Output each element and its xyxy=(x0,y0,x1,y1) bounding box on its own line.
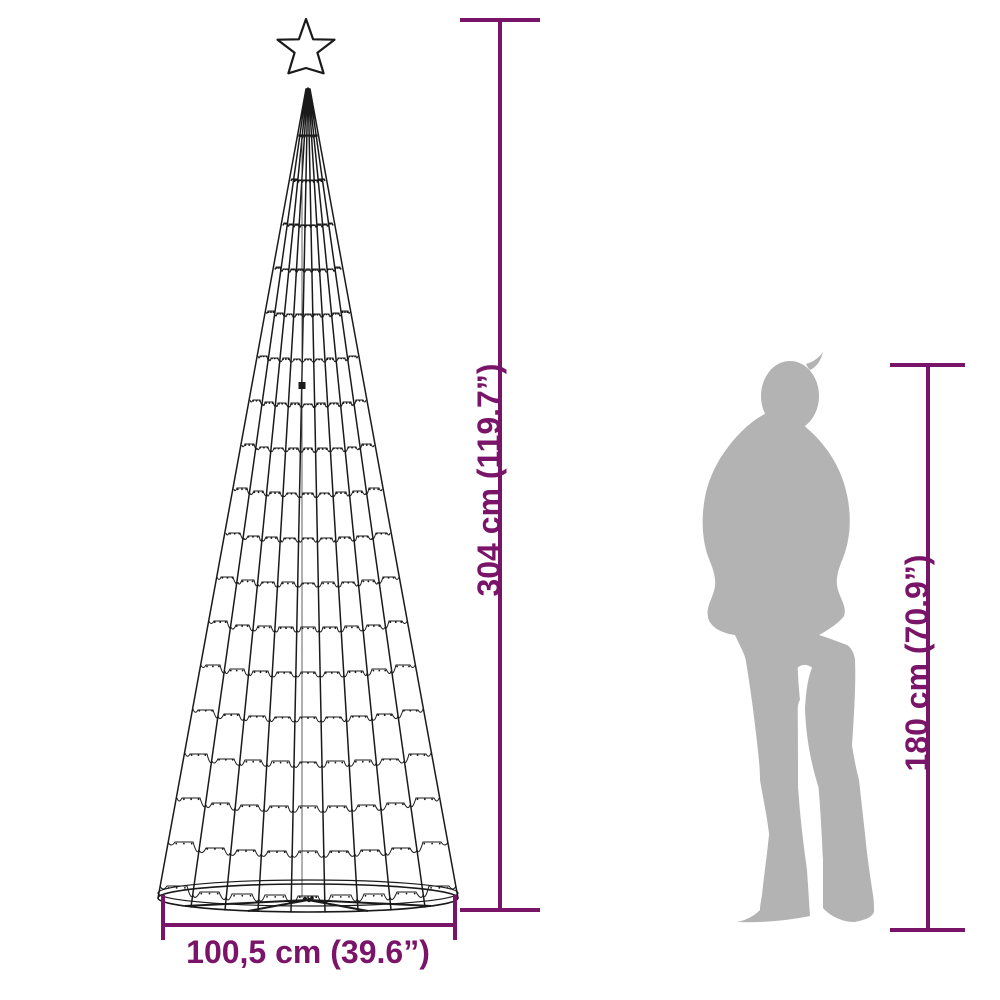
svg-text:180 cm (70.9”): 180 cm (70.9”) xyxy=(899,554,935,771)
svg-text:304 cm (119.7”): 304 cm (119.7”) xyxy=(471,363,507,596)
svg-text:100,5 cm (39.6”): 100,5 cm (39.6”) xyxy=(186,934,430,970)
